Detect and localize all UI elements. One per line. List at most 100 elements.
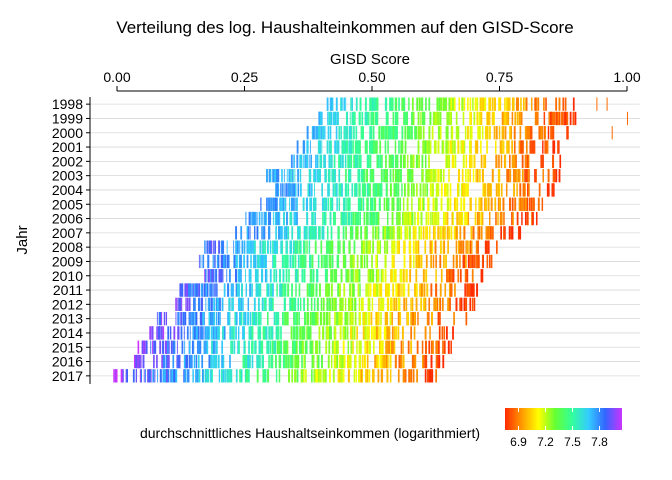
- strip-segment: [488, 111, 491, 126]
- strip-segment: [456, 211, 458, 226]
- strip-segment: [436, 197, 438, 211]
- strip-segment: [376, 254, 378, 269]
- strip-segment: [365, 140, 368, 154]
- strip-segment: [483, 154, 486, 168]
- strip-segment: [335, 354, 338, 369]
- strip-segment: [211, 340, 213, 354]
- strip-segment: [372, 240, 374, 254]
- strip-segment: [222, 354, 225, 369]
- strip-segment: [420, 211, 422, 226]
- strip-segment: [313, 369, 316, 383]
- strip-segment: [277, 326, 280, 340]
- strip-segment: [555, 169, 558, 183]
- strip-segment: [428, 97, 431, 111]
- strip-segment: [254, 211, 256, 226]
- strip-segment: [328, 312, 331, 326]
- strip-segment: [377, 211, 380, 226]
- strip-segment: [540, 154, 543, 168]
- strip-segment: [386, 297, 389, 311]
- strip-segment: [288, 169, 291, 183]
- strip-segment: [376, 154, 379, 168]
- strip-segment: [426, 312, 429, 326]
- strip-segment: [287, 183, 289, 197]
- strip-segment: [392, 254, 394, 269]
- strip-segment: [537, 111, 539, 126]
- strip-segment: [237, 326, 240, 340]
- strip-segment: [292, 169, 294, 183]
- strip-segment: [212, 354, 214, 369]
- strip-segment: [210, 369, 212, 383]
- strip-segment: [404, 240, 406, 254]
- strip-segment: [400, 354, 403, 369]
- strip-segment: [396, 126, 398, 140]
- strip-segment: [278, 340, 281, 354]
- strip-segment: [325, 197, 327, 211]
- strip-segment: [358, 169, 361, 183]
- strip-segment: [239, 240, 241, 254]
- strip-segment: [204, 269, 206, 283]
- strip-segment: [273, 240, 276, 254]
- strip-segment: [340, 297, 343, 311]
- strip-segment: [538, 183, 541, 197]
- strip-segment: [349, 354, 352, 369]
- strip-segment: [416, 183, 418, 197]
- strip-segment: [445, 126, 448, 140]
- strip-segment: [455, 111, 458, 126]
- strip-segment: [528, 126, 530, 140]
- strip-segment: [336, 312, 339, 326]
- strip-segment: [484, 97, 487, 111]
- strip-segment: [445, 154, 448, 168]
- strip-segment: [425, 254, 428, 269]
- strip-segment: [137, 340, 140, 354]
- strip-segment: [295, 269, 298, 283]
- strip-segment: [161, 312, 163, 326]
- strip-segment: [469, 297, 472, 311]
- strip-segment: [497, 169, 500, 183]
- strip-segment: [366, 169, 369, 183]
- strip-segment: [299, 297, 302, 311]
- strip-segment: [339, 326, 342, 340]
- strip-segment: [311, 254, 314, 269]
- strip-segment: [345, 211, 347, 226]
- strip-segment: [461, 97, 464, 111]
- strip-segment: [293, 326, 296, 340]
- strip-segment: [293, 154, 295, 168]
- strip-segment: [177, 326, 179, 340]
- strip-segment: [209, 240, 211, 254]
- strip-segment: [457, 269, 459, 283]
- strip-segment: [390, 269, 392, 283]
- strip-segment: [299, 240, 302, 254]
- strip-segment: [388, 126, 390, 140]
- strip-segment: [306, 126, 309, 140]
- strip-segment: [572, 111, 575, 126]
- strip-segment: [265, 269, 268, 283]
- strip-segment: [400, 269, 402, 283]
- outlier-1999: [627, 111, 628, 126]
- strip-2016: [133, 354, 445, 369]
- strip-segment: [319, 369, 322, 383]
- strip-segment: [429, 369, 432, 383]
- strip-segment: [358, 340, 361, 354]
- strip-segment: [358, 354, 361, 369]
- strip-segment: [334, 312, 336, 326]
- strip-segment: [177, 354, 179, 369]
- strip-segment: [461, 169, 464, 183]
- strip-segment: [356, 211, 359, 226]
- strip-segment: [397, 312, 400, 326]
- strip-segment: [427, 369, 429, 383]
- strip-segment: [385, 283, 388, 297]
- strip-segment: [394, 269, 396, 283]
- strip-segment: [414, 126, 416, 140]
- strip-segment: [424, 183, 426, 197]
- strip-segment: [200, 254, 202, 269]
- strip-segment: [276, 183, 278, 197]
- strip-segment: [254, 226, 256, 240]
- strip-segment: [327, 126, 330, 140]
- strip-segment: [418, 254, 421, 269]
- strip-segment: [211, 369, 213, 383]
- strip-segment: [326, 97, 329, 111]
- strip-segment: [251, 240, 253, 254]
- strip-segment: [517, 169, 520, 183]
- strip-segment: [355, 226, 357, 240]
- strip-segment: [334, 269, 336, 283]
